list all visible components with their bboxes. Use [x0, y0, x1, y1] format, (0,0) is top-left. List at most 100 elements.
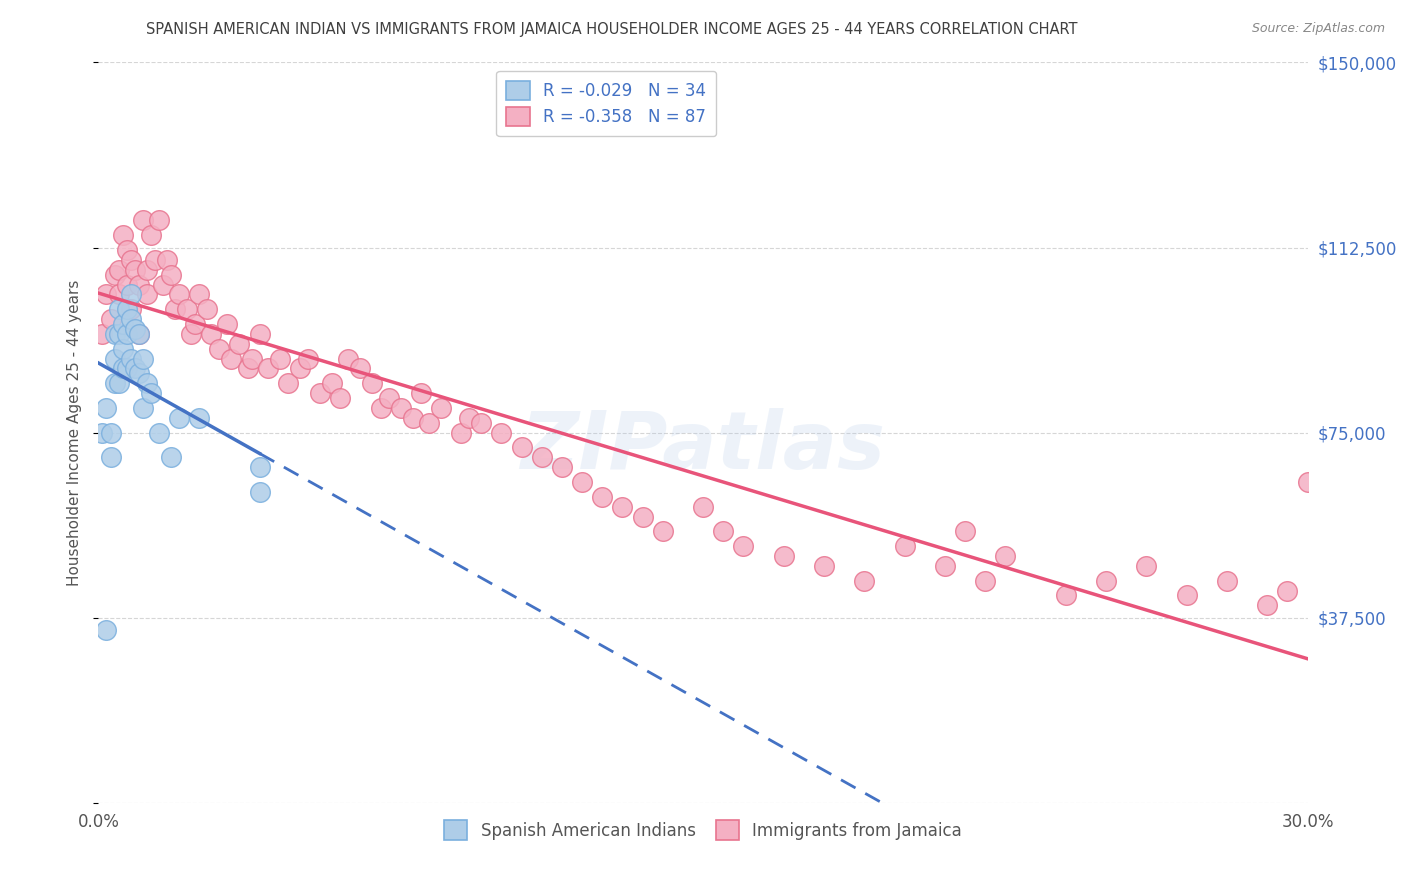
Point	[249, 326, 271, 341]
Point	[309, 386, 332, 401]
Point	[195, 302, 218, 317]
Point	[297, 351, 319, 366]
Point	[1054, 589, 1077, 603]
Point	[124, 262, 146, 277]
Point	[409, 386, 432, 401]
Point	[430, 401, 453, 415]
Point	[1135, 558, 1157, 573]
Point	[631, 509, 654, 524]
Point	[115, 361, 138, 376]
Point	[221, 351, 243, 366]
Point	[115, 243, 138, 257]
Point	[135, 376, 157, 391]
Point	[418, 416, 440, 430]
Point	[139, 386, 162, 401]
Point	[115, 302, 138, 317]
Point	[288, 361, 311, 376]
Point	[96, 623, 118, 637]
Point	[107, 287, 129, 301]
Point	[124, 322, 146, 336]
Point	[208, 342, 231, 356]
Point	[128, 326, 150, 341]
Point	[994, 549, 1017, 563]
Point	[349, 361, 371, 376]
Point	[103, 268, 125, 282]
Point	[402, 410, 425, 425]
Point	[1216, 574, 1239, 588]
Point	[321, 376, 343, 391]
Point	[377, 391, 399, 405]
Point	[813, 558, 835, 573]
Point	[135, 287, 157, 301]
Point	[120, 351, 142, 366]
Point	[96, 401, 118, 415]
Point	[128, 277, 150, 292]
Point	[853, 574, 876, 588]
Point	[180, 326, 202, 341]
Point	[651, 524, 673, 539]
Point	[772, 549, 794, 563]
Point	[974, 574, 997, 588]
Point	[551, 460, 574, 475]
Point	[115, 277, 138, 292]
Text: Source: ZipAtlas.com: Source: ZipAtlas.com	[1251, 22, 1385, 36]
Point	[167, 287, 190, 301]
Point	[115, 326, 138, 341]
Point	[132, 401, 155, 415]
Point	[167, 410, 190, 425]
Point	[128, 367, 150, 381]
Point	[733, 539, 755, 553]
Point	[103, 326, 125, 341]
Point	[160, 268, 183, 282]
Point	[200, 326, 222, 341]
Point	[103, 376, 125, 391]
Point	[188, 287, 211, 301]
Point	[107, 376, 129, 391]
Point	[152, 277, 174, 292]
Point	[111, 228, 134, 243]
Point	[337, 351, 360, 366]
Point	[249, 460, 271, 475]
Point	[458, 410, 481, 425]
Point	[256, 361, 278, 376]
Point	[1095, 574, 1118, 588]
Point	[711, 524, 734, 539]
Point	[176, 302, 198, 317]
Point	[389, 401, 412, 415]
Point	[1296, 475, 1319, 489]
Point	[107, 262, 129, 277]
Point	[100, 450, 122, 465]
Point	[240, 351, 263, 366]
Point	[269, 351, 291, 366]
Point	[143, 252, 166, 267]
Point	[277, 376, 299, 391]
Point	[1277, 583, 1299, 598]
Point	[96, 287, 118, 301]
Point	[100, 425, 122, 440]
Point	[470, 416, 492, 430]
Point	[163, 302, 186, 317]
Point	[111, 342, 134, 356]
Text: ZIPatlas: ZIPatlas	[520, 409, 886, 486]
Point	[530, 450, 553, 465]
Point	[124, 361, 146, 376]
Point	[120, 287, 142, 301]
Point	[893, 539, 915, 553]
Point	[1256, 599, 1278, 613]
Point	[184, 317, 207, 331]
Point	[450, 425, 472, 440]
Point	[103, 351, 125, 366]
Point	[148, 213, 170, 227]
Point	[370, 401, 392, 415]
Point	[111, 361, 134, 376]
Legend: Spanish American Indians, Immigrants from Jamaica: Spanish American Indians, Immigrants fro…	[437, 814, 969, 847]
Point	[120, 252, 142, 267]
Point	[953, 524, 976, 539]
Point	[128, 326, 150, 341]
Point	[107, 302, 129, 317]
Point	[1175, 589, 1198, 603]
Point	[571, 475, 593, 489]
Point	[249, 484, 271, 499]
Point	[156, 252, 179, 267]
Point	[139, 228, 162, 243]
